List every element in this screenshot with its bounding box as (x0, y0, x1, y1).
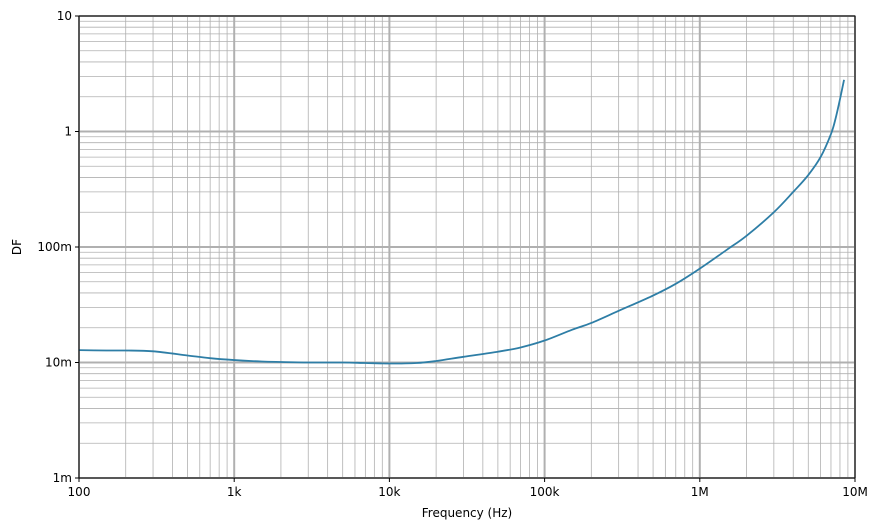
y-axis: 1m 10m 100m 1 10 (37, 9, 79, 485)
x-tick-label: 100 (68, 485, 91, 499)
y-tick-label: 1m (53, 471, 72, 485)
y-tick-label: 100m (37, 240, 72, 254)
y-tick-label: 10m (45, 356, 72, 370)
y-axis-title: DF (10, 239, 24, 255)
series-line-1 (78, 79, 845, 365)
x-axis: 100 1k 10k 100k 1M 10M (68, 478, 868, 499)
grid (78, 15, 856, 479)
y-tick-label: 10 (57, 9, 72, 23)
y-tick-label: 1 (64, 125, 72, 139)
x-axis-title: Frequency (Hz) (422, 506, 513, 520)
x-tick-label: 10k (378, 485, 400, 499)
x-tick-label: 100k (530, 485, 560, 499)
x-tick-label: 10M (842, 485, 868, 499)
series-layer (78, 79, 845, 365)
x-tick-label: 1k (227, 485, 242, 499)
x-tick-label: 1M (691, 485, 709, 499)
